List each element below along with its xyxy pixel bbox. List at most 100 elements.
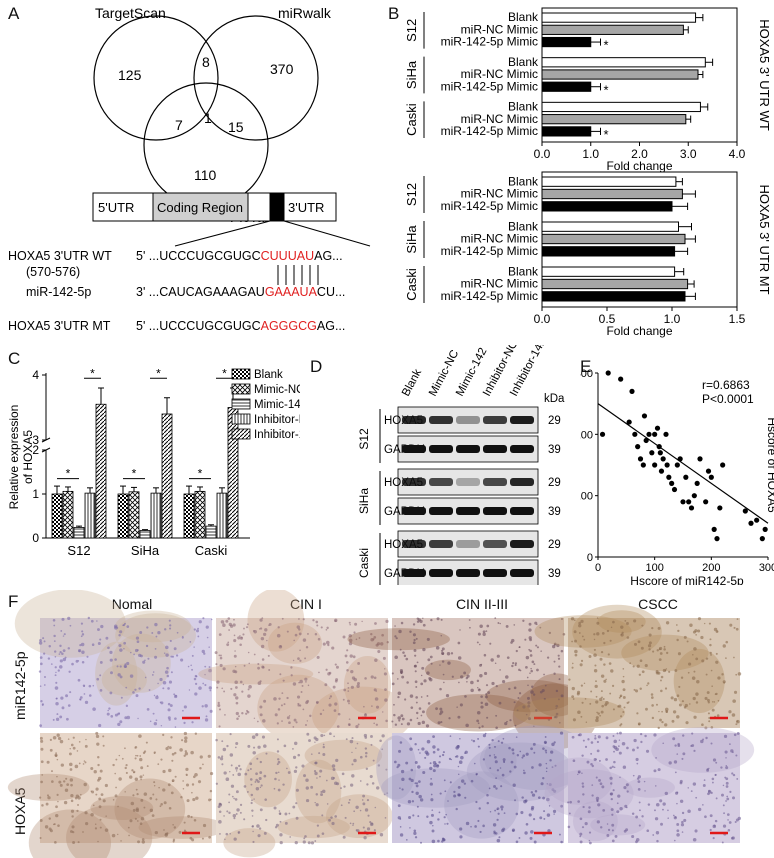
cell-nucleus bbox=[234, 665, 237, 668]
cell-nucleus bbox=[528, 636, 532, 640]
cell-nucleus bbox=[683, 635, 687, 639]
cell-nucleus bbox=[430, 662, 433, 665]
cell-nucleus bbox=[735, 673, 738, 676]
cell-nucleus bbox=[85, 822, 89, 826]
cell-nucleus bbox=[153, 752, 156, 754]
cell-nucleus bbox=[316, 777, 318, 779]
cell-nucleus bbox=[55, 813, 59, 818]
cell-nucleus bbox=[91, 790, 95, 794]
cell-nucleus bbox=[53, 624, 56, 627]
cell-nucleus bbox=[619, 731, 622, 735]
cell-nucleus bbox=[725, 785, 729, 788]
cell-nucleus bbox=[408, 777, 412, 781]
cell-nucleus bbox=[494, 662, 497, 665]
cell-nucleus bbox=[570, 617, 575, 621]
cell-nucleus bbox=[600, 826, 603, 829]
cell-nucleus bbox=[126, 715, 131, 720]
cell-nucleus bbox=[664, 707, 669, 712]
panel-b: B S12 Blank miR-NC Mimic miR-142-5p Mimic * S… bbox=[380, 0, 774, 340]
cell-nucleus bbox=[381, 734, 385, 738]
cell-nucleus bbox=[432, 769, 436, 773]
cell-nucleus bbox=[501, 808, 503, 811]
tissue-region bbox=[343, 656, 392, 714]
cell-nucleus bbox=[587, 810, 591, 814]
cell-nucleus bbox=[175, 654, 179, 657]
cell-nucleus bbox=[416, 805, 419, 808]
seq-mt-label: HOXA5 3'UTR MT bbox=[8, 319, 111, 333]
cell-nucleus bbox=[545, 770, 548, 773]
cell-nucleus bbox=[729, 623, 733, 627]
cell-nucleus bbox=[83, 693, 86, 695]
cell-nucleus bbox=[425, 724, 430, 728]
cell-nucleus bbox=[496, 838, 501, 843]
cell-nucleus bbox=[385, 768, 388, 771]
cell-nucleus bbox=[495, 777, 498, 780]
cell-nucleus bbox=[320, 626, 323, 629]
cell-nucleus bbox=[667, 817, 669, 819]
cell-nucleus bbox=[681, 700, 685, 703]
cell-nucleus bbox=[606, 834, 610, 837]
cell-nucleus bbox=[54, 686, 59, 690]
cell-nucleus bbox=[693, 647, 697, 651]
cell-nucleus bbox=[351, 774, 355, 778]
cell-nucleus bbox=[687, 809, 691, 814]
cell-nucleus bbox=[118, 633, 121, 637]
cell-nucleus bbox=[593, 633, 596, 636]
cell-nucleus bbox=[322, 642, 326, 646]
cell-nucleus bbox=[384, 668, 386, 670]
cell-nucleus bbox=[529, 672, 531, 674]
cell-nucleus bbox=[399, 833, 404, 837]
cell-nucleus bbox=[59, 739, 64, 744]
cell-nucleus bbox=[735, 754, 738, 757]
cell-nucleus bbox=[239, 811, 242, 814]
cell-nucleus bbox=[130, 801, 135, 806]
cell-nucleus bbox=[515, 649, 518, 653]
cell-nucleus bbox=[265, 752, 268, 755]
cell-nucleus bbox=[597, 803, 601, 807]
cell-nucleus bbox=[499, 669, 501, 671]
cell-nucleus bbox=[134, 745, 138, 749]
cell-nucleus bbox=[523, 799, 527, 804]
cell-nucleus bbox=[710, 654, 712, 656]
panel-label-b: B bbox=[388, 4, 400, 23]
cell-nucleus bbox=[164, 670, 169, 674]
cell-nucleus bbox=[415, 701, 418, 704]
cell-nucleus bbox=[736, 778, 739, 780]
cell-nucleus bbox=[420, 714, 423, 717]
cell-nucleus bbox=[599, 697, 603, 701]
cell-nucleus bbox=[555, 707, 557, 710]
cell-nucleus bbox=[527, 701, 531, 705]
cell-nucleus bbox=[421, 747, 425, 751]
cell-nucleus bbox=[206, 636, 209, 639]
legend-label-Inhibitor-NC: Inhibitor-NC bbox=[254, 414, 300, 426]
cell-nucleus bbox=[333, 709, 337, 712]
cell-nucleus bbox=[95, 787, 99, 791]
cell-nucleus bbox=[64, 788, 69, 792]
cell-nucleus bbox=[589, 841, 592, 845]
cell-nucleus bbox=[441, 652, 445, 656]
cell-nucleus bbox=[117, 673, 121, 677]
cell-nucleus bbox=[543, 817, 546, 820]
cell-nucleus bbox=[714, 774, 717, 776]
cell-nucleus bbox=[295, 721, 298, 724]
cell-nucleus bbox=[379, 739, 382, 743]
cell-nucleus bbox=[715, 692, 718, 696]
cell-nucleus bbox=[525, 655, 530, 660]
cell-nucleus bbox=[518, 692, 522, 695]
cell-nucleus bbox=[179, 748, 183, 752]
cell-nucleus bbox=[335, 665, 339, 669]
cell-nucleus bbox=[83, 685, 86, 688]
cell-nucleus bbox=[351, 737, 354, 740]
cell-nucleus bbox=[229, 832, 231, 835]
cell-nucleus bbox=[154, 830, 158, 835]
cell-nucleus bbox=[543, 673, 545, 676]
cell-nucleus bbox=[67, 647, 71, 650]
cell-nucleus bbox=[92, 707, 96, 711]
cell-nucleus bbox=[166, 674, 170, 678]
cell-nucleus bbox=[140, 816, 145, 821]
cell-nucleus bbox=[243, 627, 245, 630]
x-tick-label-B-top: 4.0 bbox=[729, 147, 746, 161]
cell-nucleus bbox=[241, 712, 244, 715]
band-SiHa-HOXA5-lane1 bbox=[402, 478, 426, 486]
cell-nucleus bbox=[514, 662, 518, 665]
